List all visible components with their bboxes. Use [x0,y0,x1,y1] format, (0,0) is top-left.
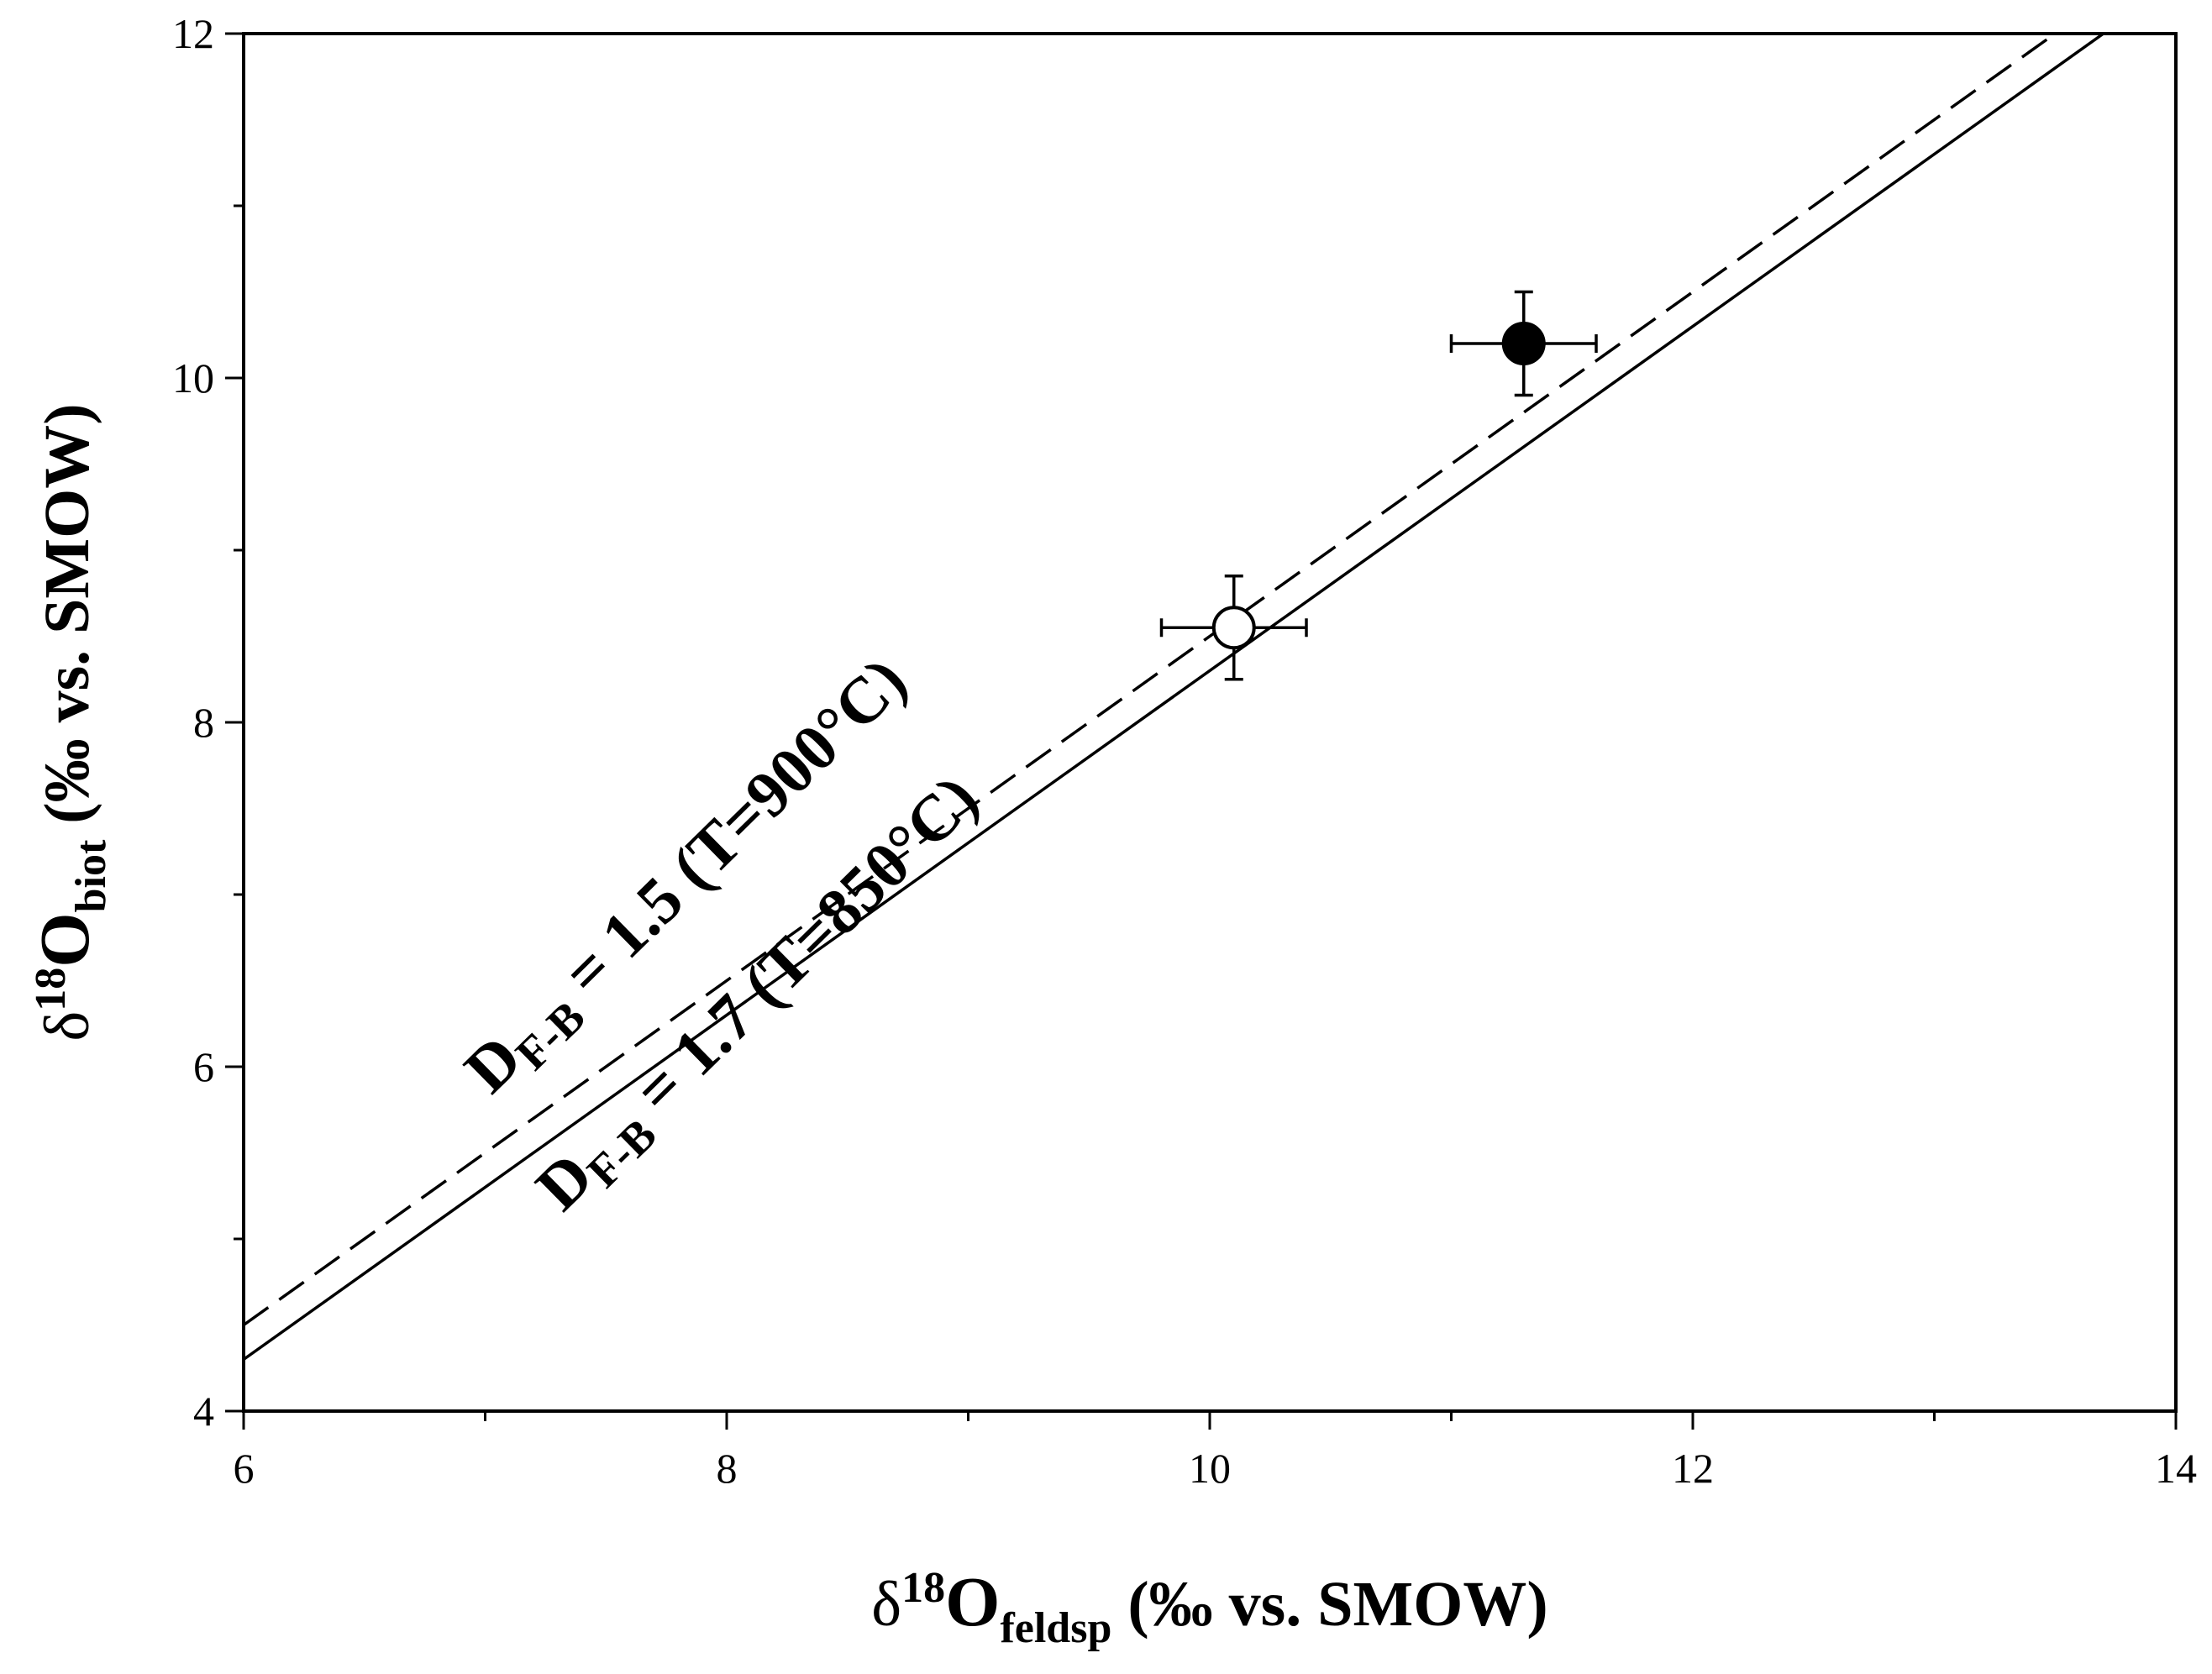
filled-data-point [1501,322,1546,365]
y-tick-label: 8 [193,699,214,746]
x-axis-label-sub: feldsp [1000,1604,1111,1652]
x-tick-label: 14 [2155,1445,2197,1492]
dashed-reference-line [244,34,2057,1326]
y-axis-label: δ18Obiot (‰ vs. SMOW) [26,403,115,1041]
x-axis-label-unit: (‰ vs. SMOW) [1111,1569,1547,1640]
open-data-point [1211,606,1256,650]
dashed-line-label-text: = 1.5 (T=900°C) [537,643,920,1021]
y-tick-label: 10 [172,354,214,401]
solid-reference-line [244,34,2104,1361]
y-axis-label-element: O [26,912,104,967]
y-axis-label-sup: 18 [27,968,75,1011]
y-tick-label: 6 [193,1043,214,1090]
x-axis-label-delta: δ [871,1569,901,1640]
plot-frame [242,32,2178,1413]
y-tick-label: 4 [193,1388,214,1435]
y-axis-label-delta: δ [32,1011,102,1042]
x-tick-label: 8 [717,1445,738,1492]
x-tick-label: 10 [1189,1445,1231,1492]
y-axis-label-sub: biot [67,839,115,912]
x-axis-ticks: 6 8 10 12 14 [234,1411,2197,1492]
reference-lines [244,34,2104,1361]
y-axis-label-unit: (‰ vs. SMOW) [32,403,102,839]
y-axis-ticks: 4 6 8 10 12 [172,10,244,1435]
x-axis-label-sup: 18 [901,1564,945,1612]
x-tick-label: 12 [1672,1445,1714,1492]
y-tick-label: 12 [172,10,214,57]
data-points [1211,322,1546,650]
x-axis-label-element: O [945,1563,1000,1641]
solid-line-label-text: = 1.7 (T=850°C) [608,761,991,1139]
x-tick-label: 6 [234,1445,255,1492]
x-axis-label: δ18Ofeldsp (‰ vs. SMOW) [871,1563,1547,1652]
